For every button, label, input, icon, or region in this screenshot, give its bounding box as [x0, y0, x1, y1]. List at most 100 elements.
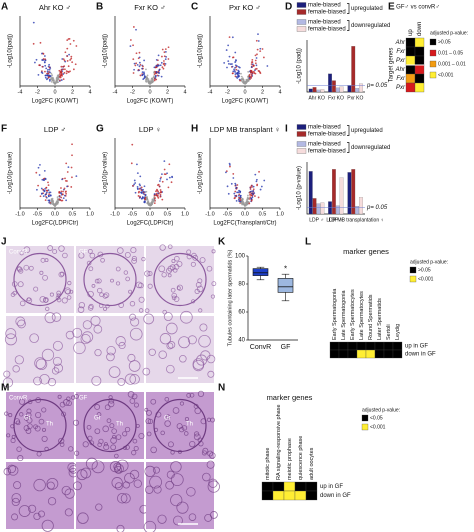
cell-texture [52, 356, 62, 366]
scatter-texture [240, 201, 243, 204]
image-tag: Th [116, 422, 123, 428]
cell-texture [198, 308, 203, 313]
column-label: Later Spermatids [377, 298, 383, 340]
legend-group-label: upregulated [351, 128, 383, 134]
scatter-texture [256, 184, 258, 187]
heatmap-cell [356, 349, 367, 359]
cell-texture [192, 359, 205, 372]
cell-texture [99, 292, 104, 298]
scatter-texture [57, 78, 59, 81]
x-tick-label: -1.0 [15, 211, 24, 217]
scatter-texture [45, 189, 48, 192]
scatter-texture [142, 191, 145, 194]
scatter-texture [160, 75, 163, 78]
cell-texture [49, 292, 54, 297]
column-label: Late Spermatocytes [359, 291, 365, 340]
cell-texture [150, 398, 157, 405]
axes [114, 16, 185, 87]
scatter-texture [252, 190, 255, 192]
scatter-texture [225, 170, 228, 173]
cell-texture [23, 264, 30, 271]
threshold-label: p= 0.05 [366, 205, 388, 211]
scatter-texture [233, 68, 235, 71]
scatter-texture [245, 203, 247, 206]
cell-texture [192, 254, 199, 261]
cell-texture [52, 340, 63, 351]
cell-texture [64, 488, 75, 499]
cell-texture [195, 281, 202, 288]
cell-texture [19, 412, 24, 417]
scatter-texture [247, 70, 250, 73]
scatter-texture [41, 65, 44, 68]
cell-texture [97, 442, 102, 447]
scatter-texture [239, 190, 242, 193]
scatter-texture [234, 61, 237, 63]
scatter-texture [65, 72, 68, 75]
scatter-texture [67, 65, 70, 68]
legend-swatch [409, 275, 417, 283]
heatmap-cell [414, 73, 425, 84]
cell-texture [117, 493, 128, 504]
scatter-texture [71, 61, 74, 64]
legend-label: <0.001 [370, 424, 386, 430]
scatter-texture [50, 80, 53, 83]
scatter-texture [49, 78, 52, 80]
legend-swatch [296, 9, 307, 15]
axes [19, 16, 90, 87]
legend-label: >0.05 [418, 267, 431, 273]
scatter-texture [227, 60, 230, 63]
scatter-texture [131, 143, 134, 146]
cell-texture [209, 452, 216, 459]
scatter-texture [250, 184, 253, 187]
cell-texture [18, 398, 26, 405]
scatter-texture [156, 195, 159, 198]
scatter-texture [140, 186, 143, 189]
cell-texture [206, 354, 216, 364]
scatter-texture [234, 182, 237, 185]
y-axis-label: -Log10(padj) [103, 34, 109, 68]
x-tick-label: LDP MB transplantation ♀ [326, 217, 384, 223]
cell-texture [143, 520, 157, 532]
scatter-texture [246, 75, 249, 78]
scatter-texture [49, 71, 51, 74]
scatter-texture [162, 60, 165, 62]
scatter-texture [144, 196, 147, 199]
cell-texture [4, 411, 9, 416]
scatter-texture [45, 191, 48, 194]
scatter-texture [132, 44, 134, 47]
scatter-texture [60, 79, 63, 81]
scatter-texture [157, 194, 159, 196]
cell-texture [41, 348, 55, 362]
scatter-texture [64, 191, 67, 193]
cell-texture [142, 367, 151, 376]
scatter-texture [71, 154, 73, 157]
scatter-texture [66, 39, 69, 42]
legend-brace [347, 3, 350, 14]
cell-texture [197, 390, 205, 398]
scatter-texture [252, 193, 254, 196]
image-tag: Gr [94, 416, 101, 422]
heatmap-cell [374, 349, 385, 359]
y-tick-label: 40 [238, 338, 245, 344]
scatter-texture [161, 180, 164, 183]
scatter-texture [263, 179, 266, 182]
legend-swatch [429, 49, 437, 57]
scatter-texture [253, 192, 256, 194]
cell-texture [80, 333, 91, 345]
scatter-texture [43, 189, 46, 192]
legend-label: male-biased [308, 142, 341, 148]
scatter-texture [167, 186, 170, 189]
cell-texture [26, 408, 32, 414]
cell-texture [33, 376, 42, 386]
scatter-texture [44, 70, 46, 73]
scatter-texture [235, 68, 238, 71]
scatter-texture [137, 191, 140, 194]
scatter-texture [235, 199, 238, 202]
axes [306, 40, 365, 93]
column-label: quiescence phase [298, 436, 304, 480]
cell-texture [172, 407, 180, 414]
scatter-texture [68, 37, 71, 40]
cell-texture [41, 407, 47, 413]
cell-texture [107, 400, 115, 408]
scatter-texture [155, 64, 158, 67]
